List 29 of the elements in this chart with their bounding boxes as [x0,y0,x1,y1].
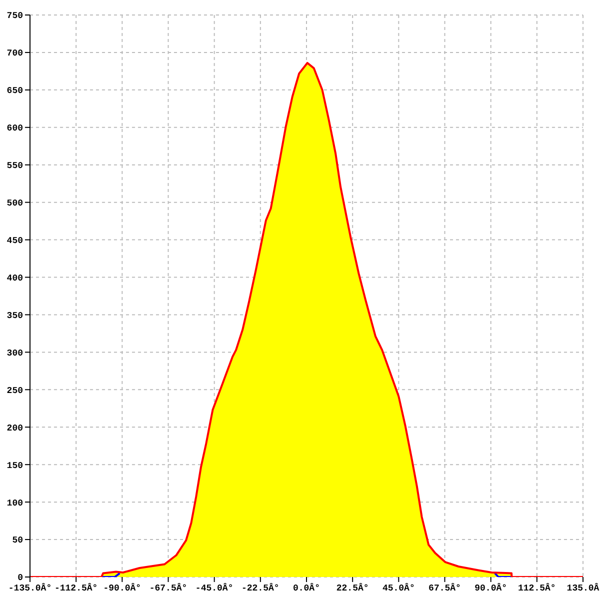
y-tick-label: 700 [6,48,23,59]
y-tick-label: 0 [18,573,23,584]
y-tick-label: 600 [6,124,23,134]
y-tick-label: 550 [6,161,23,172]
y-tick-label: 200 [6,423,23,434]
x-tick-label: 22.5Â° [336,582,369,594]
y-tick-label: 400 [6,273,23,284]
x-tick-label: 90.0Â° [474,582,508,594]
x-tick-label: 67.5Â° [428,582,461,594]
y-tick-label: 150 [6,460,23,471]
y-tick-label: 300 [6,348,23,358]
x-tick-label: -67.5Â° [149,582,188,594]
y-tick-label: 500 [6,198,23,209]
y-tick-label: 250 [6,386,23,396]
y-tick-label: 450 [6,236,23,246]
x-tick-label: -135.0Â° [8,582,52,594]
x-tick-label: -90.0Â° [103,582,142,594]
x-tick-label: 0.0Â° [292,582,320,594]
x-tick-label: 112.5Â° [518,582,556,594]
x-tick-label: -112.5Â° [54,582,98,594]
y-tick-label: 650 [6,86,23,96]
x-tick-label: -22.5Â° [242,582,280,594]
x-tick-label: 135.0Â [566,582,600,594]
y-tick-label: 350 [6,310,23,321]
y-tick-label: 50 [12,536,23,546]
x-tick-label: -45.0Â° [195,582,234,594]
y-tick-label: 100 [6,498,23,508]
x-tick-label: 45.0Â° [382,582,415,594]
y-tick-label: 750 [6,11,23,22]
